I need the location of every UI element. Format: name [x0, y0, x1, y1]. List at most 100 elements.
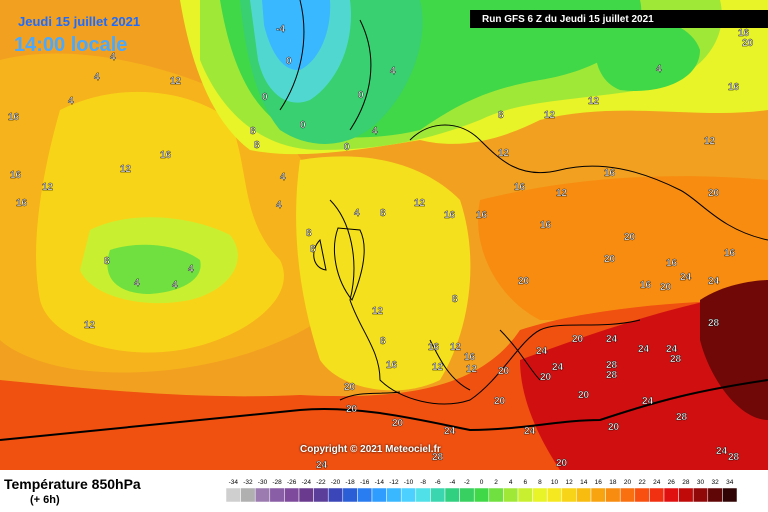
isotherm-label: 24	[316, 460, 328, 470]
scale-tick-label: 28	[682, 479, 690, 486]
isotherm-label: 20	[494, 396, 506, 407]
isotherm-label: 12	[450, 342, 462, 353]
isotherm-label: 20	[498, 366, 510, 377]
scale-swatch	[459, 487, 475, 503]
isotherm-label: 16	[386, 360, 398, 371]
isotherm-label: 8	[306, 228, 312, 239]
isotherm-label: 28	[728, 452, 740, 463]
scale-tick-label: 22	[638, 479, 646, 486]
scale-swatch	[342, 487, 358, 503]
isotherm-label: 16	[728, 82, 740, 93]
band-orange-east	[478, 176, 768, 325]
isotherm-label: 8	[104, 256, 110, 267]
isotherm-label: 16	[514, 182, 526, 193]
isotherm-label: 24	[536, 346, 548, 357]
forecast-offset: (+ 6h)	[30, 494, 60, 506]
scale-tick-label: -12	[389, 479, 399, 486]
coast-mediterranean	[339, 329, 541, 401]
scale-tick-label: 12	[565, 479, 573, 486]
isotherm-label: 12	[414, 198, 426, 209]
isotherm-label: 20	[708, 188, 720, 199]
scale-tick-label: -22	[316, 479, 326, 486]
scale-tick-label: -30	[258, 479, 268, 486]
scale-tick-label: -2	[464, 479, 470, 486]
coast-africa	[0, 379, 768, 441]
time-label: 14:00 locale	[14, 34, 128, 56]
scale-swatch	[269, 487, 285, 503]
scale-swatch	[473, 487, 490, 503]
isotherm-label: 16	[666, 258, 678, 269]
scale-swatch	[619, 487, 636, 503]
scale-swatch	[400, 487, 417, 503]
scale-swatch	[327, 487, 344, 503]
isotherm-label: 24	[606, 334, 618, 345]
scale-tick-label: -6	[435, 479, 441, 486]
isotherm-label: 24	[642, 396, 654, 407]
scale-swatch	[722, 487, 738, 503]
scale-tick-label: -16	[360, 479, 370, 486]
scale-swatch	[313, 487, 329, 503]
isotherm-label: 28	[670, 354, 682, 365]
scale-tick-label: 14	[580, 479, 588, 486]
isotherm-label: 20	[346, 404, 358, 415]
isotherm-label: 4	[172, 280, 178, 291]
isotherm-label: 20	[578, 390, 590, 401]
copyright-label: Copyright © 2021 Meteociel.fr	[300, 444, 441, 455]
scale-tick-label: 0	[480, 479, 484, 486]
scale-swatch	[634, 487, 650, 503]
legend-bar: Température 850hPa (+ 6h) -34 -32 -30 -28 -2…	[0, 470, 768, 512]
isotherm-label: 12	[432, 362, 444, 373]
isotherm-label: 16	[476, 210, 488, 221]
isotherm-label: 12	[84, 320, 96, 331]
scale-swatch	[532, 487, 548, 503]
scale-tick-label: 2	[494, 479, 498, 486]
isotherm-label: 12	[372, 306, 384, 317]
isotherm-label: 4	[110, 52, 116, 63]
isotherm-label: 20	[624, 232, 636, 243]
isotherm-label: 12	[704, 136, 716, 147]
scale-swatch	[590, 487, 606, 503]
isotherm-label: 0	[300, 120, 306, 131]
isotherm-label: 4	[68, 96, 74, 107]
isotherm-label: 12	[498, 148, 510, 159]
isotherm-label: 24	[666, 344, 678, 355]
isotherm-label: 12	[544, 110, 556, 121]
scale-swatch	[284, 487, 300, 503]
isotherm-label: 4	[372, 126, 378, 137]
isotherm-label: 8	[254, 140, 260, 151]
isotherm-label: 20	[660, 282, 672, 293]
isotherm-label: 8	[380, 208, 386, 219]
scale-tick-label: 34	[726, 479, 734, 486]
scale-swatch	[430, 487, 446, 503]
temperature-scale: -34 -32 -30 -28 -26 -24 -22 -20 -18 -16 -14 -12 -10-…	[225, 479, 738, 503]
isotherm-label: 8	[250, 126, 256, 137]
scale-swatch	[663, 487, 679, 503]
scale-tick-label: -8	[420, 479, 426, 486]
isotherm-label: 16	[16, 198, 28, 209]
scale-tick-label: 16	[595, 479, 603, 486]
variable-title: Température 850hPa	[4, 476, 141, 492]
isotherm-label: 12	[42, 182, 54, 193]
isotherm-label: 16	[160, 150, 172, 161]
isotherm-label: 4	[280, 172, 286, 183]
scale-tick-label: 24	[653, 479, 661, 486]
isotherm-label: 8	[310, 244, 316, 255]
isotherm-label: 4	[354, 208, 360, 219]
scale-swatch	[444, 487, 460, 503]
scale-swatch	[561, 487, 577, 503]
band-yellow-central	[296, 156, 471, 391]
band-maroon-east	[700, 280, 768, 420]
scale-swatch	[240, 487, 256, 503]
scale-tick-label: 26	[668, 479, 676, 486]
scale-swatch	[357, 487, 373, 503]
isotherm-label: 8	[498, 110, 504, 121]
isotherm-label: 24	[708, 276, 720, 287]
isotherm-label: 20	[608, 422, 620, 433]
scale-swatch	[298, 487, 314, 503]
band-green-atlantic	[107, 244, 201, 294]
isotherm-label: 20	[572, 334, 584, 345]
isotherm-label: 28	[606, 370, 618, 381]
isotherm-label: 4	[276, 200, 282, 211]
isotherm-label: 20	[540, 372, 552, 383]
